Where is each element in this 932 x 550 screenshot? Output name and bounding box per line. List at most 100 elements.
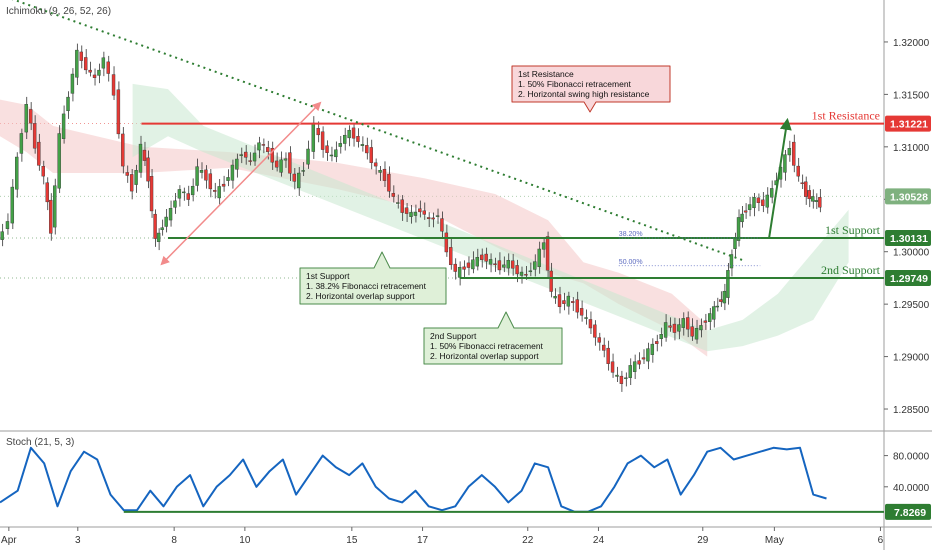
candle-body: [28, 109, 33, 124]
ichimoku-indicator-label[interactable]: Ichimoku (9, 26, 52, 26): [6, 6, 111, 17]
candle-body: [690, 326, 694, 337]
candle-body: [606, 347, 610, 364]
candle-body: [142, 149, 147, 161]
candle-body: [722, 290, 727, 304]
candle-body: [160, 227, 164, 230]
candle-body: [391, 193, 396, 197]
candle-body: [562, 300, 566, 304]
price-tick-label: 1.29500: [893, 300, 930, 311]
candle-body: [619, 375, 624, 384]
time-tick-label: 10: [239, 535, 251, 546]
candle-body: [121, 133, 125, 167]
stochastic-panel: 80.0000 40.0000 7.8269: [0, 446, 931, 520]
level-label[interactable]: 1st Resistance: [812, 109, 880, 123]
candle-body: [628, 365, 632, 378]
stoch-value-tag[interactable]: 7.8269: [885, 503, 931, 520]
candle-body: [53, 185, 57, 228]
candle-body: [597, 337, 601, 343]
candle-body: [10, 186, 15, 224]
candle-body: [208, 173, 213, 190]
candle-body: [149, 176, 154, 212]
price-tick-label: 1.30000: [893, 248, 930, 259]
level-label[interactable]: 2nd Support: [821, 263, 881, 277]
candle-body: [506, 260, 510, 269]
level-label[interactable]: 1st Support: [825, 223, 881, 237]
candle-body: [579, 308, 584, 316]
price-tag[interactable]: 1.30528: [885, 188, 931, 205]
candle-body: [226, 177, 230, 181]
candle-body: [316, 128, 320, 136]
candle-body: [685, 317, 690, 330]
forecast-arrow[interactable]: [768, 117, 792, 239]
candle-body: [19, 133, 24, 154]
candle-body: [41, 165, 45, 177]
candle-body: [24, 104, 28, 133]
price-tag[interactable]: 1.29749: [885, 270, 931, 287]
price-axis[interactable]: 1.320001.315001.310001.305001.300001.295…: [884, 38, 931, 416]
price-tag-bg: [885, 270, 931, 287]
candle-body: [347, 129, 351, 139]
candle-body: [449, 247, 453, 266]
candle-body: [343, 134, 347, 144]
candle-body: [584, 317, 588, 319]
candle-body: [524, 274, 528, 276]
candle-body: [475, 257, 480, 267]
swing-measure-arrow[interactable]: [160, 101, 322, 266]
candle-body: [708, 313, 712, 322]
candle-body: [588, 319, 593, 329]
candle-body: [311, 122, 316, 152]
candle-body: [736, 217, 741, 241]
price-tag-bg: [885, 188, 931, 205]
candle-body: [190, 185, 195, 196]
candle-body: [557, 294, 562, 307]
support-resistance-lines: 1st Resistance 1st Support 2nd Support 38.2…: [141, 109, 884, 280]
candle-body: [57, 133, 61, 189]
candle-body: [796, 165, 800, 177]
price-tag[interactable]: 1.31221: [885, 115, 931, 132]
candle-body: [519, 271, 524, 276]
candle-body: [97, 69, 101, 76]
bullish-cloud: [132, 83, 849, 352]
candle-body: [129, 174, 134, 192]
candle-body: [66, 96, 70, 112]
price-tick-label: 1.32000: [893, 38, 930, 49]
time-tick-label: May: [765, 535, 784, 546]
candle-body: [297, 172, 301, 189]
candle-body: [466, 262, 471, 268]
time-axis[interactable]: Apr 3 8 10 15 17 22 24 29 May 6: [1, 527, 884, 546]
candle-body: [740, 213, 744, 223]
candle-body: [177, 189, 182, 199]
time-tick-label: 8: [171, 535, 177, 546]
price-tag[interactable]: 1.30131: [885, 229, 931, 246]
candle-body: [351, 127, 356, 139]
candle-body: [575, 299, 579, 313]
candle-body: [632, 361, 637, 372]
candle-body: [761, 199, 765, 206]
candle-body: [672, 323, 677, 333]
annotation-box: [423, 311, 563, 365]
candle-body: [752, 197, 756, 209]
annotation-line: 2. Horizontal overlap support: [306, 291, 415, 301]
candle-body: [153, 213, 157, 239]
candle-body: [173, 200, 177, 208]
stoch-tag-label: 7.8269: [894, 507, 926, 519]
candle-body: [217, 186, 221, 199]
candle-body: [182, 191, 186, 194]
candle-body: [239, 154, 243, 156]
stoch-indicator-label[interactable]: Stoch (21, 5, 3): [6, 437, 74, 448]
annotation-line: 1. 50% Fibonacci retracement: [430, 341, 544, 351]
candle-body: [783, 154, 787, 173]
candle-body: [400, 199, 404, 213]
candle-body: [663, 322, 668, 338]
candle-body: [677, 324, 681, 332]
candle-body: [369, 147, 373, 163]
annotation-box: [511, 65, 671, 113]
annotation-line: 2. Horizontal swing high resistance: [518, 89, 650, 99]
candle-body: [435, 215, 440, 217]
candle-body: [261, 144, 266, 146]
candle-body: [703, 320, 708, 323]
